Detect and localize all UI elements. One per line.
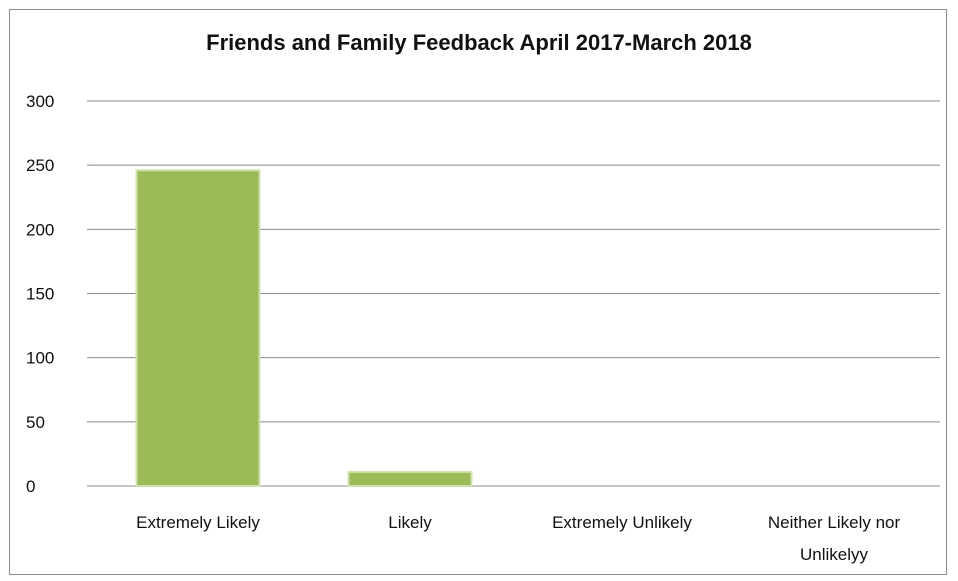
y-tick-label: 250 bbox=[26, 156, 54, 175]
x-category-label-line: Extremely Likely bbox=[136, 513, 260, 532]
y-tick-label: 100 bbox=[26, 349, 54, 368]
x-category-label: Likely bbox=[388, 513, 432, 532]
y-tick-label: 0 bbox=[26, 477, 35, 496]
x-category-label-line: Likely bbox=[388, 513, 432, 532]
x-category-label-line: Extremely Unlikely bbox=[552, 513, 692, 532]
x-category-labels: Extremely Likely Likely Extremely Unlikely… bbox=[136, 513, 900, 564]
y-tick-label: 300 bbox=[26, 92, 54, 111]
y-tick-label: 150 bbox=[26, 285, 54, 304]
bar-1 bbox=[347, 470, 473, 487]
chart-title: Friends and Family Feedback April 2017-M… bbox=[206, 30, 752, 55]
bar-0 bbox=[135, 169, 261, 488]
x-category-label-line: Unlikelyy bbox=[800, 545, 869, 564]
y-tick-labels: 0 50 100 150 200 250 300 bbox=[26, 92, 54, 496]
bar-layer bbox=[135, 169, 473, 488]
x-category-label-line: Neither Likely nor bbox=[768, 513, 901, 532]
x-category-label: Extremely Unlikely bbox=[552, 513, 692, 532]
x-category-label: Extremely Likely bbox=[136, 513, 260, 532]
x-category-label: Neither Likely nor Unlikelyy bbox=[768, 513, 901, 564]
y-tick-label: 50 bbox=[26, 413, 45, 432]
y-tick-label: 200 bbox=[26, 220, 54, 239]
